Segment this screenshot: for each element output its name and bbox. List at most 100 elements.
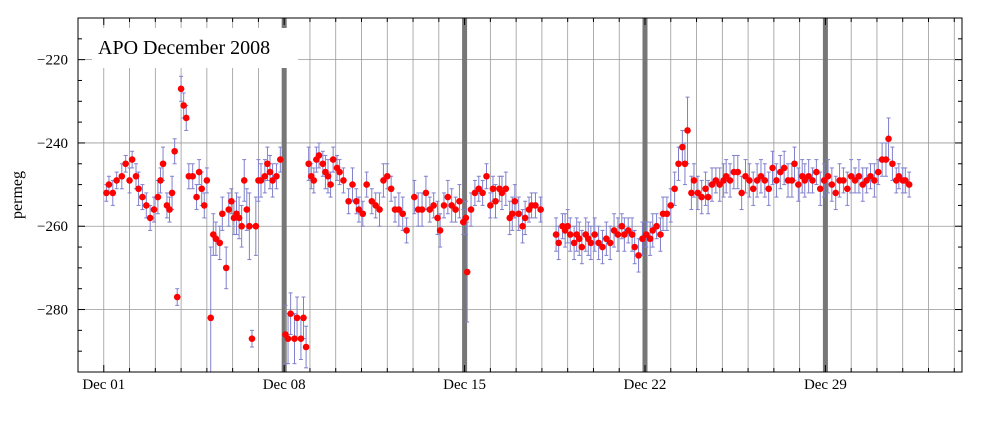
data-point — [113, 177, 120, 184]
data-point — [139, 193, 146, 201]
data-point — [395, 206, 403, 213]
data-point — [383, 172, 391, 180]
data-point — [418, 206, 426, 213]
data-point — [832, 189, 840, 197]
x-tick-label: Dec 29 — [804, 377, 847, 393]
data-point — [667, 202, 675, 209]
data-point — [182, 114, 190, 122]
data-point — [738, 189, 745, 197]
data-point — [532, 202, 539, 209]
data-point — [207, 314, 215, 322]
data-point — [610, 227, 618, 234]
data-point — [722, 172, 730, 180]
data-point — [200, 202, 208, 209]
data-point — [126, 177, 133, 184]
data-point — [387, 185, 395, 193]
data-point — [132, 172, 140, 180]
data-point — [498, 189, 506, 197]
data-point — [203, 177, 211, 184]
data-point — [166, 206, 173, 213]
data-point — [302, 343, 310, 351]
x-tick-label: Dec 22 — [624, 377, 667, 393]
y-tick-label: −220 — [37, 53, 68, 69]
data-point — [479, 189, 486, 197]
data-point — [103, 189, 110, 197]
data-point — [642, 231, 650, 238]
data-point — [712, 177, 720, 184]
data-point — [305, 160, 312, 168]
data-point — [436, 227, 444, 234]
data-point — [765, 185, 773, 193]
data-point — [905, 181, 913, 188]
data-point — [157, 177, 164, 184]
data-point — [885, 135, 892, 143]
data-point — [340, 177, 347, 184]
data-point — [159, 160, 167, 168]
data-point — [734, 168, 742, 176]
data-point — [135, 185, 142, 193]
data-point — [631, 243, 638, 251]
y-axis-label: permeg — [9, 171, 26, 219]
data-point — [555, 239, 562, 247]
data-point — [329, 156, 337, 163]
data-point — [216, 239, 224, 247]
data-point — [863, 177, 870, 184]
data-point — [219, 210, 226, 218]
data-point — [452, 206, 459, 213]
data-point — [820, 177, 828, 184]
data-point — [198, 185, 206, 193]
data-point — [310, 177, 318, 184]
data-point — [537, 206, 544, 213]
data-point — [708, 181, 716, 188]
data-point — [603, 235, 610, 243]
data-point — [257, 177, 265, 184]
data-point — [483, 172, 490, 180]
x-tick-label: Dec 15 — [443, 377, 486, 393]
data-point — [889, 160, 896, 168]
data-point — [122, 160, 129, 168]
data-point — [813, 168, 820, 176]
data-point — [399, 210, 407, 218]
data-point — [635, 252, 642, 259]
data-point — [742, 172, 749, 180]
data-point — [844, 185, 851, 193]
data-point — [795, 181, 802, 188]
data-point — [599, 243, 606, 251]
data-point — [228, 197, 235, 205]
data-point — [761, 177, 769, 184]
data-point — [297, 335, 305, 342]
data-point — [684, 127, 691, 134]
data-point — [154, 193, 162, 201]
data-point — [252, 222, 260, 230]
data-point — [570, 239, 578, 247]
data-point — [606, 239, 614, 247]
data-point — [757, 172, 765, 180]
data-point — [595, 239, 602, 247]
data-point — [266, 168, 274, 176]
data-point — [235, 214, 243, 222]
data-point — [319, 160, 327, 168]
data-point — [440, 202, 448, 209]
chart-title-box: APO December 2008 — [92, 28, 298, 68]
data-point — [753, 177, 761, 184]
data-point — [463, 268, 471, 276]
data-point — [688, 189, 695, 197]
data-point — [222, 264, 230, 272]
data-point — [591, 231, 599, 238]
plot-area — [77, 17, 963, 373]
data-point — [639, 235, 646, 243]
data-point — [882, 156, 890, 163]
data-point — [368, 197, 376, 205]
data-point — [128, 156, 136, 163]
data-point — [698, 193, 705, 201]
data-point — [411, 193, 418, 201]
data-point — [246, 222, 253, 230]
data-point — [769, 164, 776, 172]
data-point — [193, 193, 200, 201]
y-tick-labels: −280 −260 −240 −220 — [37, 53, 68, 319]
data-point — [675, 160, 682, 168]
data-point — [273, 172, 280, 180]
data-point — [726, 177, 734, 184]
data-point — [702, 185, 709, 193]
data-point — [805, 172, 812, 180]
